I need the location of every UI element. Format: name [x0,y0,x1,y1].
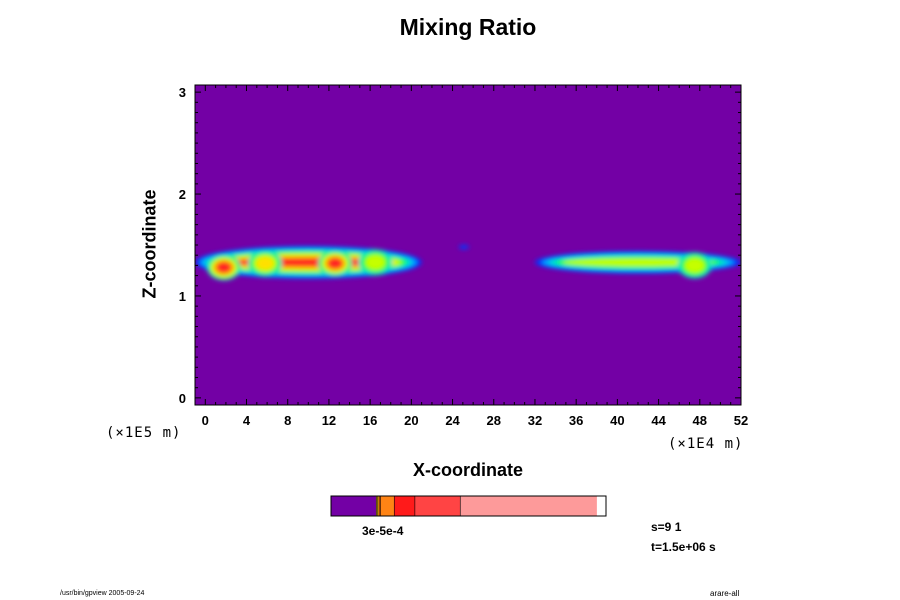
colorbar-segment-1 [376,496,379,516]
colorbar-segment-0 [331,496,377,516]
hot-spot-3-level-5 [365,254,386,270]
x-tick-label: 4 [243,413,251,428]
scale-s-label: s=9 1 [651,520,682,534]
colorbar-segment-4 [380,496,395,516]
hot-spot-4-level-5 [684,257,705,273]
colorbar-frame [330,495,607,517]
x-tick-label: 36 [569,413,583,428]
x-axis-unit: (×1E4 m) [668,436,744,452]
y-axis-label: Z-coordinate [139,189,160,299]
x-tick-label: 8 [284,413,291,428]
x-tick-label: 48 [693,413,707,428]
scale-t-label: t=1.5e+06 s [651,540,716,554]
hot-spot-2-level-8 [328,258,343,269]
y-tick-label: 2 [179,187,186,202]
plume-1-level-5 [562,258,714,267]
x-tick-label: 44 [651,413,666,428]
x-tick-label: 12 [322,413,336,428]
x-tick-label: 16 [363,413,377,428]
x-tick-label: 24 [445,413,460,428]
x-tick-label: 32 [528,413,542,428]
chart-title: Mixing Ratio [399,14,537,40]
y-tick-label: 3 [179,85,186,100]
field-contours [195,245,741,281]
x-axis-label: X-coordinate [412,460,523,480]
colorbar-segment-6 [414,496,461,516]
y-tick-label: 1 [179,289,186,304]
y-axis-unit: (×1E5 m) [106,425,182,441]
x-tick-label: 28 [487,413,501,428]
x-tick-label: 40 [610,413,624,428]
plume-2-level-1 [458,245,470,250]
x-tick-label: 20 [404,413,418,428]
y-tick-label: 0 [179,391,186,406]
hot-spot-1-level-6 [256,256,274,270]
colorbar-labels: 3e-5e-4 [362,524,404,538]
colorbar-segment-7 [460,496,597,516]
colorbar-segment-2 [377,496,380,516]
field-background [195,85,741,405]
colorbar-segment-3 [379,496,381,516]
x-tick-label: 52 [734,413,748,428]
x-tick-label: 0 [202,413,209,428]
colorbar-segment-5 [394,496,416,516]
hot-spot-0-level-8 [216,262,231,273]
footer-program-info: /usr/bin/gpview 2005-09-24 [60,590,145,597]
footer-file-info: arare-all [710,589,740,598]
